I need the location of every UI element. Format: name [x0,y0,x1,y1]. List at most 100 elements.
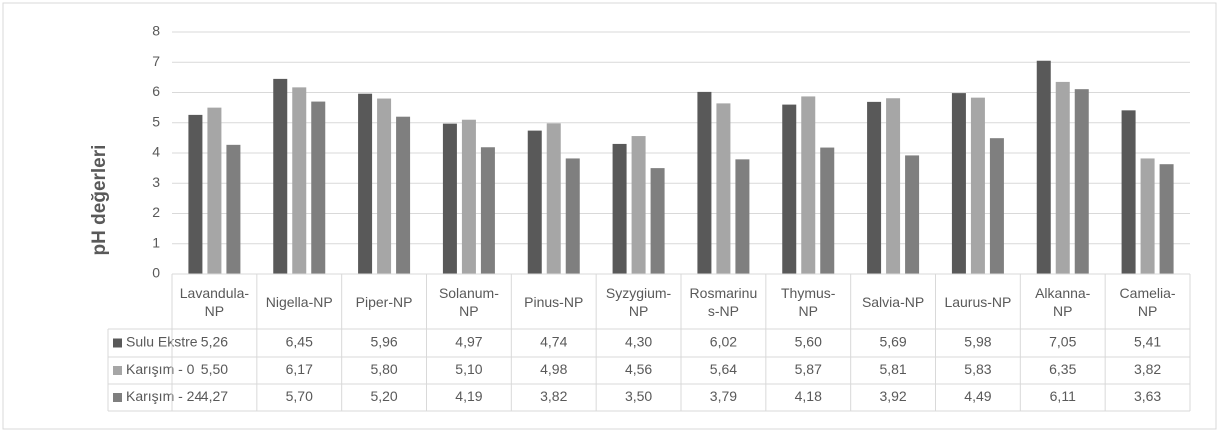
table-value: 5,41 [1134,334,1161,350]
table-value: 3,82 [540,388,567,404]
legend-swatch [113,393,122,402]
x-tick-label: Solanum-NP [427,274,512,329]
table-value: 7,05 [1049,334,1076,350]
table-value: 4,30 [625,334,652,350]
y-tick-label: 3 [152,174,160,190]
y-tick-label: 5 [152,113,160,129]
table-value: 5,96 [370,334,397,350]
x-tick-label: Piper-NP [342,274,427,329]
y-tick-label: 8 [152,23,160,39]
legend-label: Karışım - 0 [126,361,195,377]
table-value: 4,49 [964,388,991,404]
table-value: 6,11 [1050,388,1076,404]
table-value: 6,45 [286,334,313,350]
legend-label: Sulu Ekstre [126,334,198,350]
table-value: 5,87 [795,361,822,377]
table-value: 5,70 [286,388,313,404]
bar [1159,164,1174,274]
table-value: 3,79 [710,388,737,404]
bar [886,98,901,274]
table-value: 6,17 [286,361,313,377]
x-tick-label: Syzygium-NP [596,274,681,329]
x-tick-label-text: Nigella-NP [265,293,333,310]
bar [970,97,985,274]
x-tick-label-text: Thymus-NP [781,284,836,319]
bar [1121,110,1136,274]
bar [527,130,542,274]
table-value: 4,97 [455,334,482,350]
table-value: 5,26 [201,334,228,350]
x-tick-label-text: Solanum-NP [438,284,499,319]
bar [1140,158,1155,274]
bar [292,87,307,274]
table-value: 4,98 [540,361,567,377]
table-value: 4,19 [455,388,482,404]
bar [650,168,665,274]
x-tick-label-text: Rosmarinus-NP [689,284,758,319]
x-tick-label-text: Laurus-NP [944,293,1012,310]
table-value: 5,98 [964,334,991,350]
y-axis-label: pH değerleri [89,145,110,256]
bar [801,96,816,275]
table-value: 6,02 [710,334,737,350]
bar [1074,89,1089,274]
legend-swatch [113,338,122,348]
bar [546,123,561,274]
bar [951,93,966,274]
x-tick-label-text: Lavandula-NP [179,284,250,319]
y-tick-label: 6 [152,83,160,99]
bar [1055,81,1070,274]
table-value: 4,27 [201,388,228,404]
bar [396,116,411,274]
table-value: 5,80 [370,361,397,377]
table-value: 4,18 [795,388,822,404]
x-tick-label: Lavandula-NP [172,274,257,329]
table-value: 5,50 [201,361,228,377]
bar [989,138,1004,274]
x-tick-label: Alkanna-NP [1020,274,1105,329]
x-tick-label: Pinus-NP [511,274,596,329]
bar [565,158,580,274]
y-tick-label: 4 [152,144,160,160]
x-tick-label: Salvia-NP [851,274,936,329]
bar [782,104,797,274]
bar [905,155,920,274]
legend-swatch [113,366,122,375]
table-value: 5,83 [964,361,991,377]
table-value: 4,74 [540,334,567,350]
table-value: 4,56 [625,361,652,377]
bar [735,159,750,274]
bar [716,103,731,274]
table-value: 5,81 [879,361,906,377]
x-tick-label: Thymus-NP [766,274,851,329]
x-tick-label-text: Pinus-NP [524,293,584,310]
bar [377,98,392,274]
table-value: 5,69 [879,334,906,350]
y-tick-label: 2 [152,204,160,220]
table-value: 3,82 [1134,361,1161,377]
x-tick-label: Nigella-NP [257,274,342,329]
bar [631,136,646,274]
bar [697,91,712,275]
y-tick-label: 1 [152,234,160,250]
table-value: 5,10 [455,361,482,377]
bar [480,147,495,274]
bar [867,101,882,274]
table-value: 3,63 [1134,388,1161,404]
x-tick-label: Laurus-NP [936,274,1021,329]
bar [442,123,457,274]
x-tick-label-text: Alkanna-NP [1035,284,1091,319]
legend-label: Karışım - 24 [126,388,202,404]
table-value: 5,60 [795,334,822,350]
bar [612,143,627,274]
x-tick-label-text: Piper-NP [355,293,413,310]
bar [207,107,222,274]
table-value: 5,20 [370,388,397,404]
x-tick-label: Rosmarinus-NP [681,274,766,329]
bar [188,114,203,274]
y-tick-label: 0 [152,265,160,281]
bar [1036,60,1051,274]
